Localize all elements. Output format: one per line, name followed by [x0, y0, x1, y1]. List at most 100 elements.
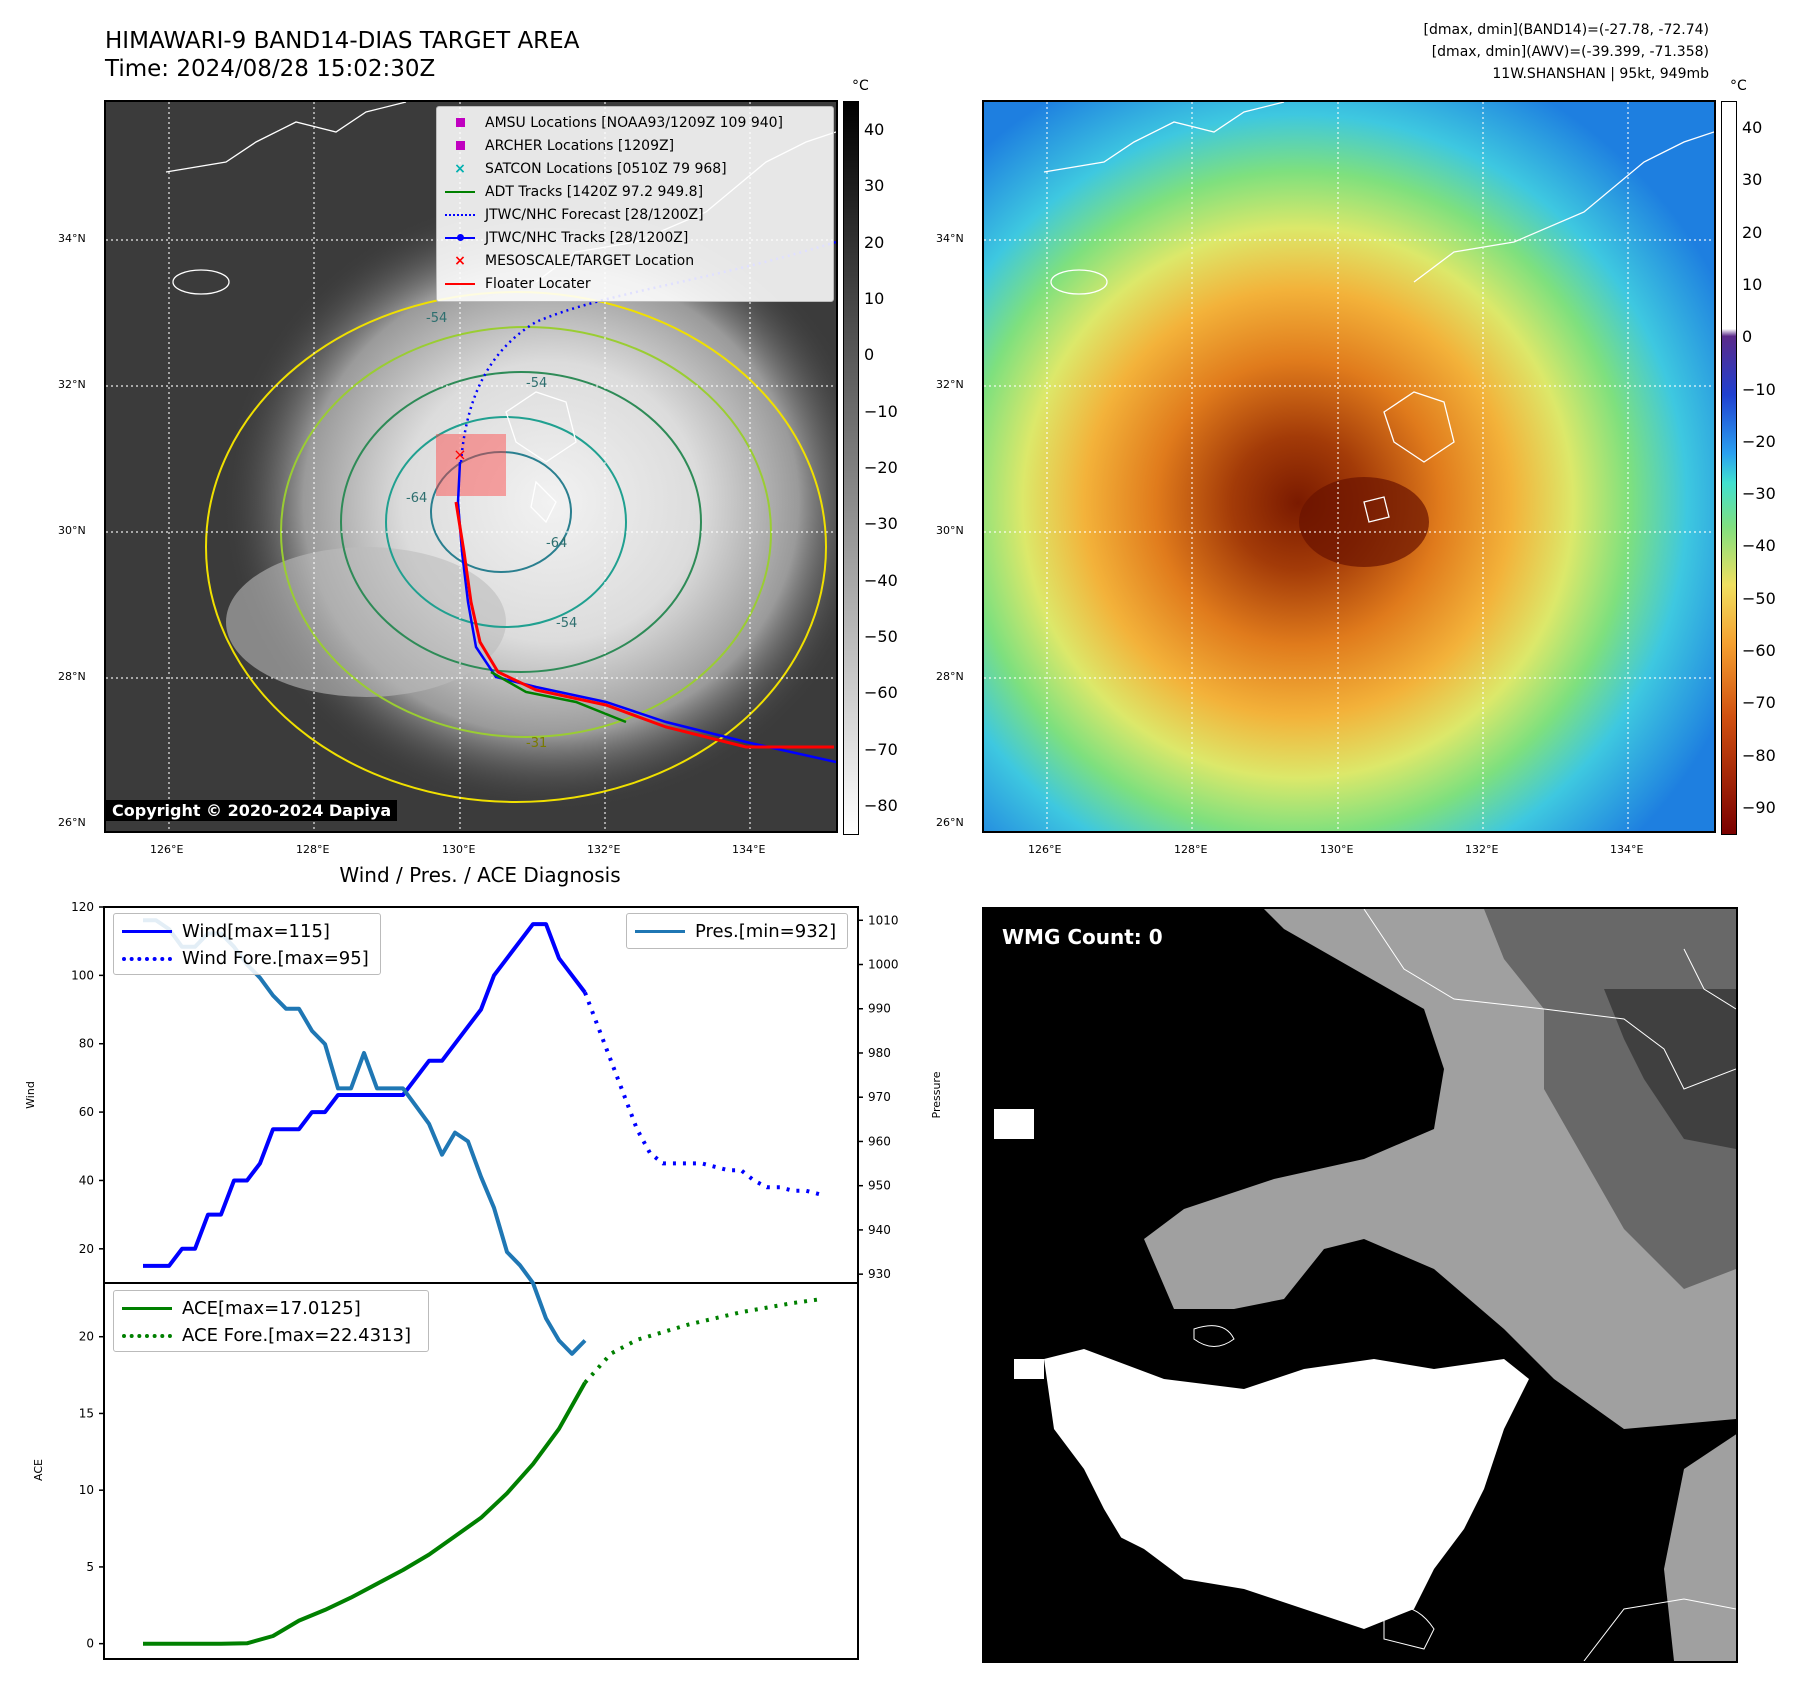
colorbar-tick-label: 40	[1742, 118, 1763, 138]
colorbar-tick-label: −20	[1742, 431, 1776, 451]
lon-label: 134°E	[1610, 843, 1644, 856]
legend-item: Wind Fore.[max=95]	[122, 945, 372, 972]
colorbar-tick-label: −80	[864, 795, 898, 815]
pressure-tick-label: 1000	[868, 958, 899, 972]
colorbar-tick-label: 30	[1742, 170, 1763, 190]
legend-item: ARCHER Locations [1209Z]	[445, 134, 825, 157]
colorbar-tick-label: −40	[864, 570, 898, 590]
color-colorbar	[1721, 101, 1737, 835]
colorbar-tick-label: −20	[864, 458, 898, 477]
legend-item: Wind[max=115]	[122, 918, 372, 945]
ace-tick-label: 20	[79, 1330, 94, 1344]
pressure-tick-label: 970	[868, 1090, 891, 1104]
line-dot-icon	[445, 231, 475, 245]
awv-map-image	[984, 102, 1714, 831]
lat-label: 26°N	[58, 816, 86, 829]
ace-forecast-line	[583, 1297, 820, 1384]
ace-series-line	[143, 1381, 587, 1646]
colorbar-tick-label: −70	[1742, 693, 1776, 713]
contour-label: -54	[526, 376, 547, 391]
colorbar-tick-label: 0	[864, 345, 875, 365]
dotted-line-icon	[122, 952, 172, 966]
legend-item: ACE[max=17.0125]	[122, 1295, 420, 1322]
square-marker-icon	[445, 116, 475, 130]
legend-item: JTWC/NHC Tracks [28/1200Z]	[445, 226, 825, 249]
lon-label: 130°E	[442, 843, 476, 856]
panel-time: Time: 2024/08/28 15:02:30Z	[105, 56, 436, 82]
copyright-label: Copyright © 2020-2024 Dapiya	[106, 800, 398, 821]
lon-label: 130°E	[1320, 843, 1354, 856]
contour-label: -54	[426, 311, 447, 326]
pressure-tick-label: 990	[868, 1002, 891, 1016]
pressure-tick-label: 940	[868, 1223, 891, 1237]
colorbar-tick-label: 0	[1742, 327, 1753, 347]
colorbar-tick-label: 10	[1742, 275, 1763, 294]
awv-map-panel	[982, 100, 1716, 833]
grayscale-colorbar	[843, 101, 859, 835]
dotted-line-icon	[122, 1329, 172, 1343]
wind-legend: Wind[max=115] Wind Fore.[max=95]	[113, 913, 381, 975]
colorbar-tick-label: −10	[864, 401, 898, 421]
colorbar-unit: °C	[1730, 78, 1747, 94]
wind-tick-label: 40	[79, 1173, 94, 1187]
lon-label: 126°E	[1028, 843, 1062, 856]
pressure-tick-label: 960	[868, 1134, 891, 1148]
pressure-legend: Pres.[min=932]	[626, 913, 848, 949]
lon-label: 126°E	[150, 843, 184, 856]
lon-label: 132°E	[587, 843, 621, 856]
x-marker-icon: ×	[454, 252, 466, 269]
colorbar-unit: °C	[852, 78, 869, 94]
dotted-line-icon	[445, 208, 475, 222]
square-marker-icon	[445, 139, 475, 153]
wind-series-line	[143, 922, 587, 1268]
legend-item: × MESOSCALE/TARGET Location	[445, 249, 825, 272]
colorbar-tick-label: 10	[864, 289, 885, 309]
lon-label: 128°E	[296, 843, 330, 856]
contour-label: -54	[556, 616, 577, 631]
wmg-panel: WMG Count: 0	[982, 907, 1738, 1663]
colorbar-tick-label: −50	[1742, 588, 1776, 608]
ace-tick-label: 10	[79, 1483, 94, 1497]
pressure-tick-label: 1010	[868, 913, 899, 927]
lat-label: 30°N	[936, 524, 964, 537]
wind-tick-label: 120	[71, 900, 94, 914]
wind-forecast-line	[583, 991, 820, 1197]
legend-item: ACE Fore.[max=22.4313]	[122, 1322, 420, 1349]
panel-title: HIMAWARI-9 BAND14-DIAS TARGET AREA	[105, 28, 580, 54]
lat-label: 32°N	[936, 378, 964, 391]
colorbar-tick-label: 20	[864, 232, 885, 252]
legend-item: Pres.[min=932]	[635, 918, 839, 945]
ace-axes	[103, 1282, 859, 1660]
colorbar-tick-label: 20	[1742, 222, 1763, 242]
line-icon	[445, 185, 475, 199]
wmg-image	[984, 909, 1736, 1661]
colorbar-tick-label: −50	[864, 626, 898, 646]
lat-label: 28°N	[936, 670, 964, 683]
info-line-3: 11W.SHANSHAN | 95kt, 949mb	[1492, 66, 1709, 82]
info-line-1: [dmax, dmin](BAND14)=(-27.78, -72.74)	[1423, 22, 1710, 38]
legend-item: AMSU Locations [NOAA93/1209Z 109 940]	[445, 111, 825, 134]
legend-item: ADT Tracks [1420Z 97.2 949.8]	[445, 180, 825, 203]
lat-label: 28°N	[58, 670, 86, 683]
pressure-tick-label: 950	[868, 1179, 891, 1193]
contour-label: -31	[526, 736, 547, 751]
ace-tick-label: 0	[86, 1637, 94, 1651]
pressure-axis-label: Pressure	[930, 1071, 943, 1118]
colorbar-tick-label: −80	[1742, 745, 1776, 765]
colorbar-tick-label: −60	[864, 683, 898, 703]
wmg-count-label: WMG Count: 0	[996, 923, 1169, 951]
legend-item: JTWC/NHC Forecast [28/1200Z]	[445, 203, 825, 226]
lon-label: 132°E	[1465, 843, 1499, 856]
map-legend: AMSU Locations [NOAA93/1209Z 109 940] AR…	[436, 106, 834, 302]
lat-label: 30°N	[58, 524, 86, 537]
line-icon	[445, 277, 475, 291]
ace-legend: ACE[max=17.0125] ACE Fore.[max=22.4313]	[113, 1290, 429, 1352]
ace-tick-label: 15	[79, 1406, 94, 1420]
line-icon	[122, 925, 172, 939]
ace-tick-label: 5	[86, 1560, 94, 1574]
wind-tick-label: 60	[79, 1105, 94, 1119]
legend-item: × SATCON Locations [0510Z 79 968]	[445, 157, 825, 180]
colorbar-tick-label: −10	[1742, 379, 1776, 399]
line-icon	[122, 1302, 172, 1316]
wind-tick-label: 80	[79, 1037, 94, 1051]
